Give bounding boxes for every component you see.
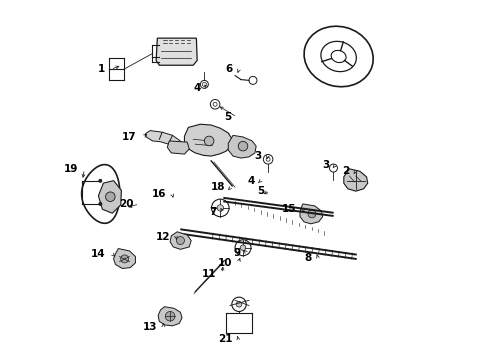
Circle shape	[176, 237, 184, 244]
Polygon shape	[98, 181, 122, 213]
Circle shape	[217, 205, 223, 211]
Text: 3: 3	[254, 151, 262, 161]
Text: 15: 15	[282, 204, 297, 214]
Circle shape	[308, 210, 316, 218]
Text: 20: 20	[119, 199, 133, 209]
Circle shape	[99, 202, 102, 206]
Circle shape	[240, 245, 246, 251]
Text: 5: 5	[257, 186, 264, 196]
Text: 2: 2	[342, 166, 349, 176]
Text: 14: 14	[91, 249, 105, 259]
Polygon shape	[156, 38, 197, 65]
Text: 8: 8	[305, 253, 312, 263]
Text: 5: 5	[224, 112, 231, 122]
Text: 6: 6	[226, 64, 233, 74]
Polygon shape	[158, 307, 182, 326]
Text: 3: 3	[322, 160, 329, 170]
Polygon shape	[344, 169, 368, 191]
Text: 17: 17	[122, 132, 137, 142]
Circle shape	[105, 192, 115, 202]
Polygon shape	[146, 131, 184, 149]
Polygon shape	[184, 124, 232, 156]
Text: 13: 13	[143, 323, 157, 332]
Text: 11: 11	[202, 269, 216, 279]
Polygon shape	[228, 135, 256, 158]
Circle shape	[204, 136, 214, 146]
Circle shape	[99, 179, 102, 183]
Text: 21: 21	[218, 334, 232, 345]
Text: 1: 1	[98, 64, 105, 74]
Circle shape	[238, 141, 248, 151]
Circle shape	[236, 302, 242, 307]
Text: 16: 16	[151, 189, 166, 199]
Text: 10: 10	[218, 258, 232, 268]
Circle shape	[165, 311, 175, 321]
Text: 7: 7	[210, 207, 217, 217]
Text: 9: 9	[233, 248, 240, 257]
Text: 19: 19	[64, 164, 78, 174]
Text: 18: 18	[211, 182, 225, 192]
Polygon shape	[167, 141, 189, 154]
Polygon shape	[114, 248, 135, 269]
Polygon shape	[170, 232, 191, 249]
Polygon shape	[300, 204, 323, 224]
Text: 4: 4	[247, 176, 255, 186]
Text: 4: 4	[194, 84, 201, 93]
Circle shape	[121, 255, 129, 263]
Text: 12: 12	[156, 231, 170, 242]
